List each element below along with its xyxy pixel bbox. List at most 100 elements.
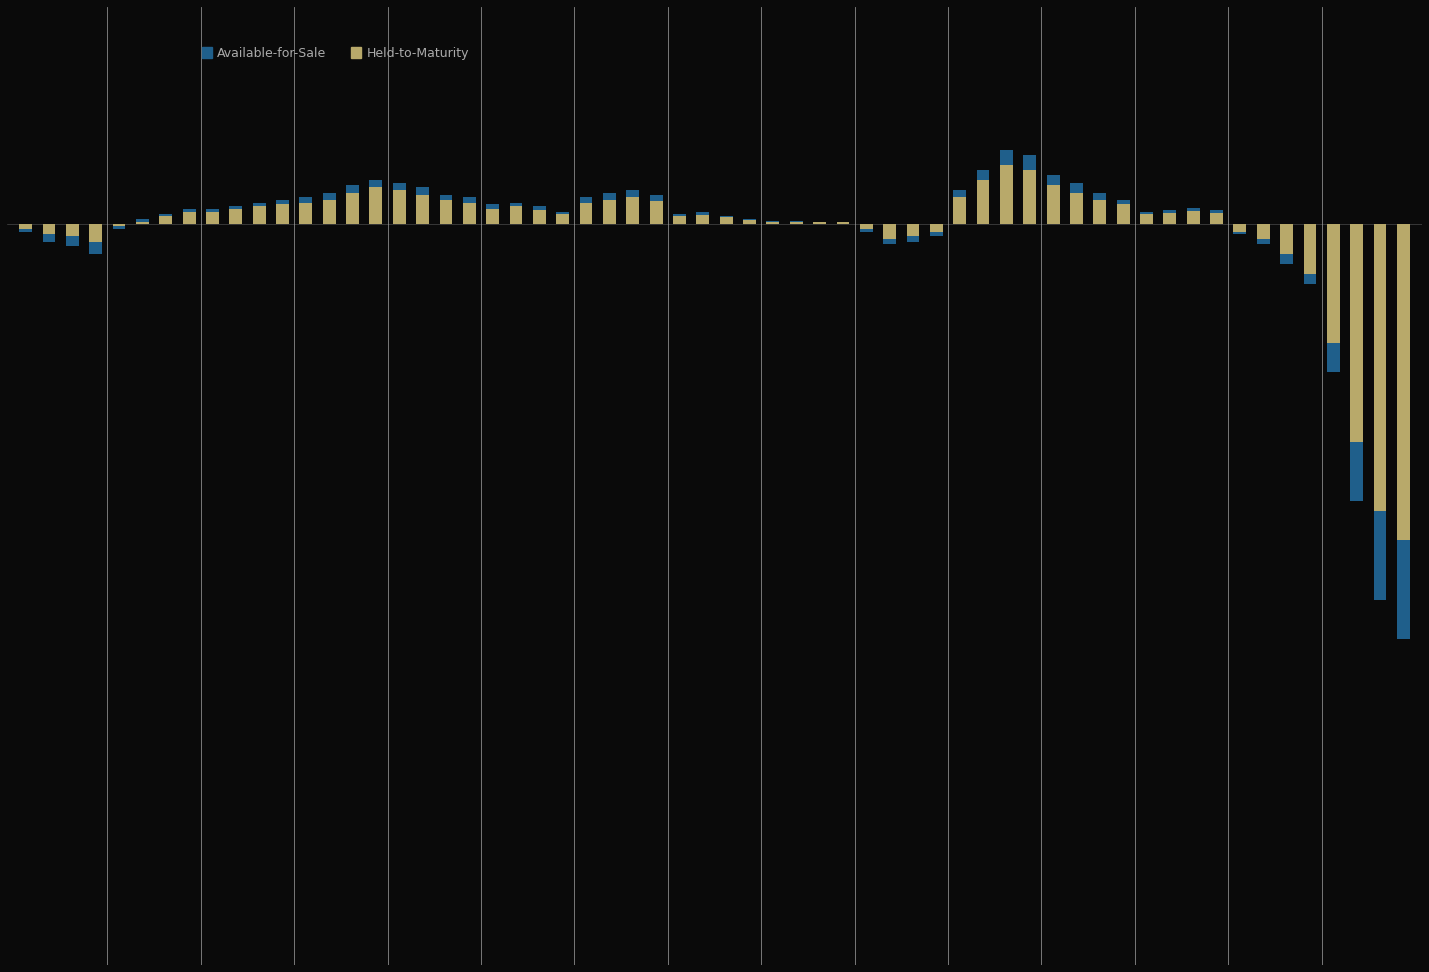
Bar xyxy=(440,199,453,225)
Bar xyxy=(1280,225,1293,254)
Bar xyxy=(696,216,709,225)
Bar xyxy=(1210,210,1223,214)
Bar xyxy=(1000,165,1013,225)
Bar xyxy=(720,218,733,225)
Bar xyxy=(603,199,616,225)
Bar xyxy=(253,202,266,206)
Bar xyxy=(230,209,242,225)
Bar xyxy=(463,196,476,202)
Bar xyxy=(1233,232,1246,234)
Legend: Available-for-Sale, Held-to-Maturity: Available-for-Sale, Held-to-Maturity xyxy=(197,42,474,65)
Bar xyxy=(1303,274,1316,284)
Bar xyxy=(510,202,523,206)
Bar xyxy=(1023,156,1036,170)
Bar xyxy=(300,196,313,202)
Bar xyxy=(743,221,756,225)
Bar xyxy=(580,202,593,225)
Bar xyxy=(183,209,196,225)
Bar xyxy=(89,225,101,242)
Bar xyxy=(463,202,476,225)
Bar xyxy=(696,213,709,216)
Bar xyxy=(276,199,289,204)
Bar xyxy=(1398,225,1410,540)
Bar xyxy=(183,209,196,213)
Bar xyxy=(860,225,873,229)
Bar xyxy=(1373,225,1386,510)
Bar xyxy=(930,232,943,236)
Bar xyxy=(1398,540,1410,640)
Bar xyxy=(43,234,56,242)
Bar xyxy=(1328,343,1340,372)
Bar xyxy=(1116,199,1129,204)
Bar xyxy=(113,226,126,229)
Bar xyxy=(790,222,803,223)
Bar xyxy=(486,204,499,209)
Bar xyxy=(906,236,919,242)
Bar xyxy=(743,220,756,221)
Bar xyxy=(440,194,453,199)
Bar xyxy=(556,213,569,215)
Bar xyxy=(253,206,266,225)
Bar xyxy=(906,225,919,236)
Bar xyxy=(43,225,56,234)
Bar xyxy=(416,187,429,194)
Bar xyxy=(603,192,616,199)
Bar xyxy=(1140,213,1153,215)
Bar xyxy=(486,209,499,225)
Bar xyxy=(836,223,849,225)
Bar xyxy=(1046,175,1059,185)
Bar xyxy=(19,225,31,229)
Bar xyxy=(953,190,966,196)
Bar xyxy=(1023,170,1036,225)
Bar xyxy=(1373,510,1386,600)
Bar xyxy=(533,210,546,225)
Bar xyxy=(300,202,313,225)
Bar xyxy=(1093,199,1106,225)
Bar xyxy=(976,170,989,180)
Bar xyxy=(159,215,171,217)
Bar xyxy=(1000,150,1013,165)
Bar xyxy=(790,223,803,225)
Bar xyxy=(1210,214,1223,225)
Bar xyxy=(1046,185,1059,225)
Bar xyxy=(673,217,686,225)
Bar xyxy=(580,196,593,202)
Bar xyxy=(346,185,359,192)
Bar xyxy=(370,187,383,225)
Bar xyxy=(323,192,336,199)
Bar xyxy=(393,183,406,190)
Bar xyxy=(206,209,219,213)
Bar xyxy=(113,225,126,226)
Bar xyxy=(720,217,733,218)
Bar xyxy=(136,220,149,225)
Bar xyxy=(1350,441,1363,501)
Bar xyxy=(1350,225,1363,441)
Bar xyxy=(1258,239,1270,244)
Bar xyxy=(1070,192,1083,225)
Bar xyxy=(626,196,639,225)
Bar xyxy=(1163,214,1176,225)
Bar xyxy=(1233,225,1246,232)
Bar xyxy=(89,242,101,254)
Bar xyxy=(1187,208,1199,211)
Bar xyxy=(19,229,31,232)
Bar xyxy=(1140,215,1153,225)
Bar xyxy=(159,215,171,225)
Bar xyxy=(766,223,779,225)
Bar xyxy=(1258,225,1270,239)
Bar xyxy=(510,206,523,225)
Bar xyxy=(883,225,896,239)
Bar xyxy=(1093,192,1106,199)
Bar xyxy=(1328,225,1340,343)
Bar xyxy=(766,222,779,223)
Bar xyxy=(953,196,966,225)
Bar xyxy=(1070,183,1083,192)
Bar xyxy=(556,215,569,225)
Bar xyxy=(416,194,429,225)
Bar xyxy=(673,215,686,217)
Bar xyxy=(66,236,79,246)
Bar xyxy=(626,190,639,196)
Bar xyxy=(393,190,406,225)
Bar xyxy=(1280,254,1293,263)
Bar xyxy=(650,200,663,225)
